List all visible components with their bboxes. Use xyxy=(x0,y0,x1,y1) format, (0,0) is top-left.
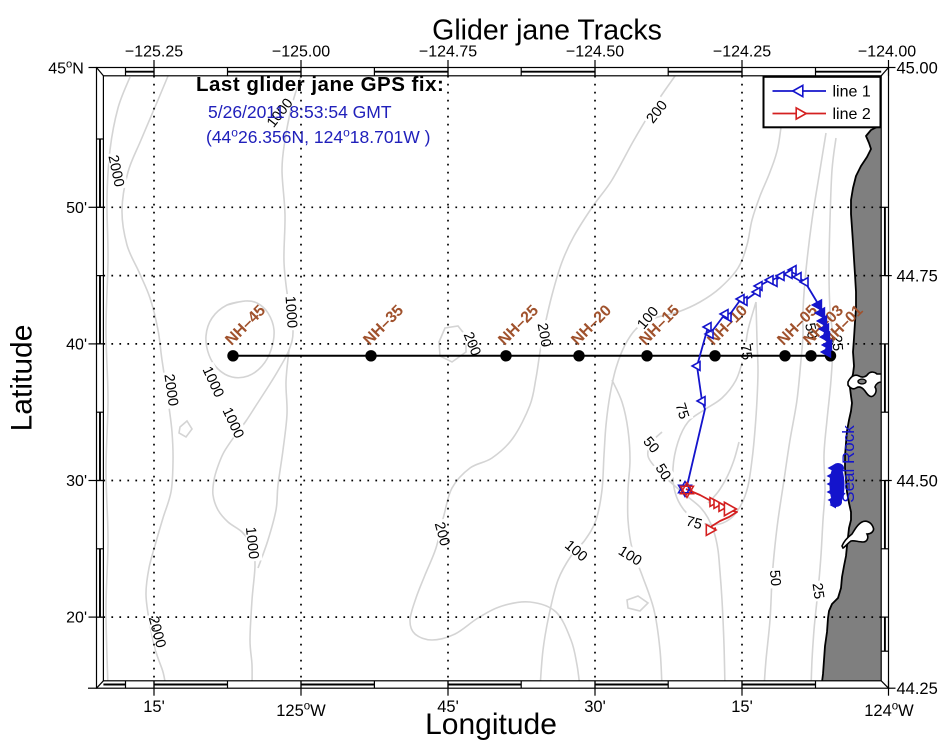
svg-text:45oN: 45oN xyxy=(48,58,84,77)
svg-text:30': 30' xyxy=(584,698,606,716)
svg-text:−124.75: −124.75 xyxy=(419,44,477,61)
svg-text:50': 50' xyxy=(66,200,87,217)
svg-text:75: 75 xyxy=(684,514,704,534)
svg-text:40': 40' xyxy=(66,337,87,354)
svg-text:Last glider jane GPS fix:: Last glider jane GPS fix: xyxy=(196,73,444,96)
svg-text:125oW: 125oW xyxy=(276,701,326,720)
svg-text:line 2: line 2 xyxy=(833,106,871,123)
svg-text:45.00: 45.00 xyxy=(897,59,938,77)
svg-text:−125.25: −125.25 xyxy=(125,44,183,61)
svg-text:45': 45' xyxy=(437,698,459,716)
svg-text:−124.25: −124.25 xyxy=(713,44,771,61)
svg-text:−124.50: −124.50 xyxy=(566,44,624,61)
svg-text:15': 15' xyxy=(143,698,165,716)
svg-text:−125.00: −125.00 xyxy=(272,44,330,61)
svg-text:Seal Rock: Seal Rock xyxy=(839,425,858,503)
svg-text:Glider jane Tracks: Glider jane Tracks xyxy=(432,15,662,47)
svg-text:(44o26.356N, 124o18.701W ): (44o26.356N, 124o18.701W ) xyxy=(206,126,431,148)
svg-text:line 1: line 1 xyxy=(833,84,871,101)
svg-text:75: 75 xyxy=(737,343,755,361)
svg-text:2000: 2000 xyxy=(104,154,126,189)
svg-text:50: 50 xyxy=(652,461,674,483)
svg-text:50: 50 xyxy=(766,569,783,586)
svg-text:200: 200 xyxy=(534,322,554,349)
svg-text:44.50: 44.50 xyxy=(897,472,938,490)
svg-text:1000: 1000 xyxy=(281,295,299,328)
svg-text:15': 15' xyxy=(731,698,753,716)
svg-text:5/26/2011 8:53:54 GMT: 5/26/2011 8:53:54 GMT xyxy=(208,102,392,122)
svg-text:124oW: 124oW xyxy=(864,701,914,720)
svg-text:200: 200 xyxy=(431,520,453,548)
svg-text:50: 50 xyxy=(801,322,820,341)
svg-text:30': 30' xyxy=(66,473,87,490)
svg-text:Longitude: Longitude xyxy=(425,708,557,741)
svg-text:20': 20' xyxy=(66,610,87,627)
svg-text:Latitude: Latitude xyxy=(6,325,39,432)
svg-text:75: 75 xyxy=(672,401,692,421)
svg-text:50: 50 xyxy=(639,434,662,457)
svg-text:1000: 1000 xyxy=(242,526,261,560)
svg-text:44.25: 44.25 xyxy=(897,680,938,698)
svg-text:25: 25 xyxy=(809,582,827,600)
svg-text:44.75: 44.75 xyxy=(897,268,938,286)
svg-text:2000: 2000 xyxy=(160,373,180,407)
svg-text:25: 25 xyxy=(828,334,845,351)
svg-text:−124.00: −124.00 xyxy=(858,44,916,61)
